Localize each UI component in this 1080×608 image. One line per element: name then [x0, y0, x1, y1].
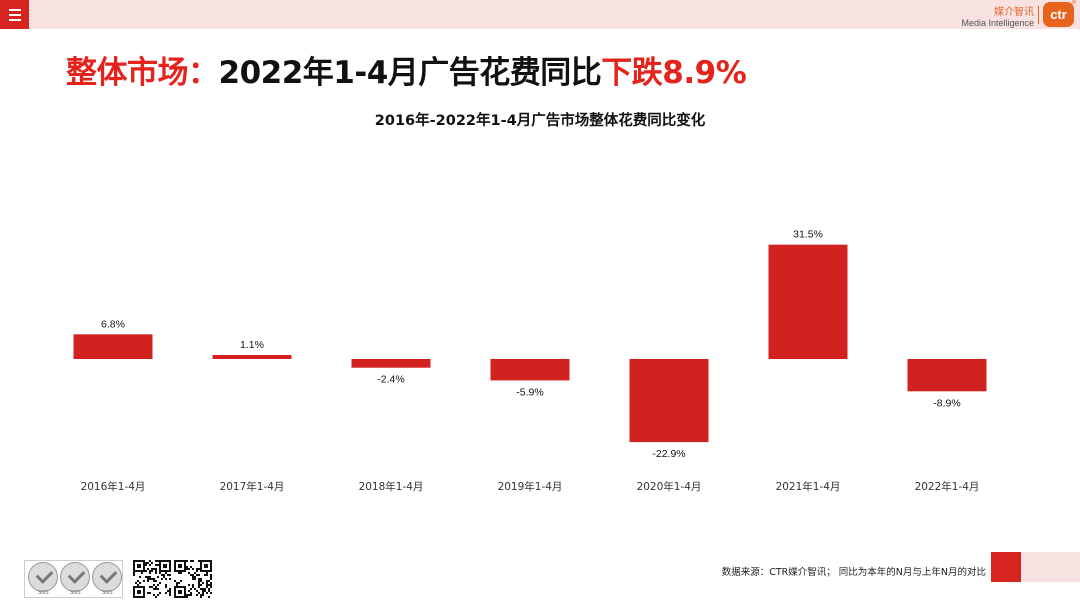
qr-code-icon — [133, 560, 171, 598]
title-part-1: 整体市场： — [66, 55, 219, 91]
menu-icon — [9, 9, 21, 11]
certification-box — [24, 560, 123, 598]
ctr-logo: ctr — [1043, 2, 1074, 27]
x-tick-label: 2020年1-4月 — [637, 480, 702, 493]
bar — [351, 359, 431, 368]
sgs-cert-icon — [92, 562, 122, 592]
bar-chart: 2016年-2022年1-4月广告市场整体花费同比变化 6.8% 2016年1-4月… — [73, 111, 987, 493]
bar — [212, 355, 292, 359]
footer-red-block — [991, 552, 1021, 582]
sgs-cert-icon — [60, 562, 90, 592]
menu-button[interactable] — [0, 0, 29, 29]
data-label: -22.9% — [652, 448, 685, 460]
cert-label: SGS — [38, 590, 49, 596]
data-source-note: 数据来源：CTR媒介智讯； 同比为本年的N月与上年N月的对比 — [721, 567, 986, 578]
data-label: 31.5% — [793, 229, 823, 241]
menu-icon-line — [9, 19, 21, 21]
qr-code-icon — [174, 560, 212, 598]
data-label: -8.9% — [933, 397, 960, 409]
brand-text: 媒介智讯 Media Intelligence — [961, 7, 1034, 29]
data-label: 6.8% — [101, 318, 125, 330]
x-tick-label: 2017年1-4月 — [220, 480, 285, 493]
bar — [768, 244, 848, 359]
title-part-2: 2022年1-4月广告花费同比 — [218, 55, 602, 91]
top-bar — [0, 0, 1080, 29]
bar — [490, 359, 570, 381]
x-tick-label: 2021年1-4月 — [776, 480, 841, 493]
page-title: 整体市场：2022年1-4月广告花费同比下跌8.9% — [66, 47, 747, 92]
x-tick-label: 2022年1-4月 — [915, 480, 980, 493]
cert-label: SGS — [102, 590, 113, 596]
menu-icon-line — [9, 14, 21, 16]
bar — [629, 359, 709, 443]
x-tick-label: 2016年1-4月 — [81, 480, 146, 493]
x-tick-label: 2018年1-4月 — [359, 480, 424, 493]
chart-title: 2016年-2022年1-4月广告市场整体花费同比变化 — [375, 111, 706, 129]
bar — [907, 359, 987, 392]
cert-label: SGS — [70, 590, 81, 596]
data-label: -5.9% — [516, 386, 543, 398]
bar — [73, 334, 153, 359]
title-part-3: 下跌8.9% — [601, 55, 747, 91]
registered-mark: ® — [1072, 0, 1077, 6]
brand-divider — [1038, 6, 1039, 24]
sgs-cert-icon — [28, 562, 58, 592]
data-label: -2.4% — [377, 374, 404, 386]
x-tick-label: 2019年1-4月 — [498, 480, 563, 493]
data-label: 1.1% — [240, 339, 264, 351]
brand-en: Media Intelligence — [961, 18, 1034, 28]
brand-cn: 媒介智讯 — [994, 7, 1034, 18]
